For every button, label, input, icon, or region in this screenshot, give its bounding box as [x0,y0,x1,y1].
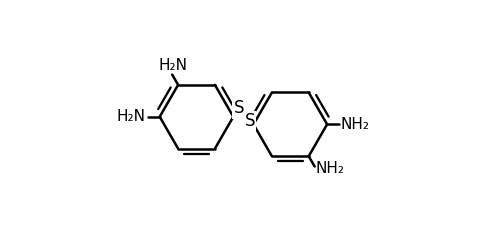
Text: S: S [244,113,255,130]
Text: NH₂: NH₂ [340,117,369,132]
Text: NH₂: NH₂ [316,161,345,176]
Text: S: S [234,99,244,117]
Text: H₂N: H₂N [117,109,146,124]
Text: H₂N: H₂N [159,58,188,73]
